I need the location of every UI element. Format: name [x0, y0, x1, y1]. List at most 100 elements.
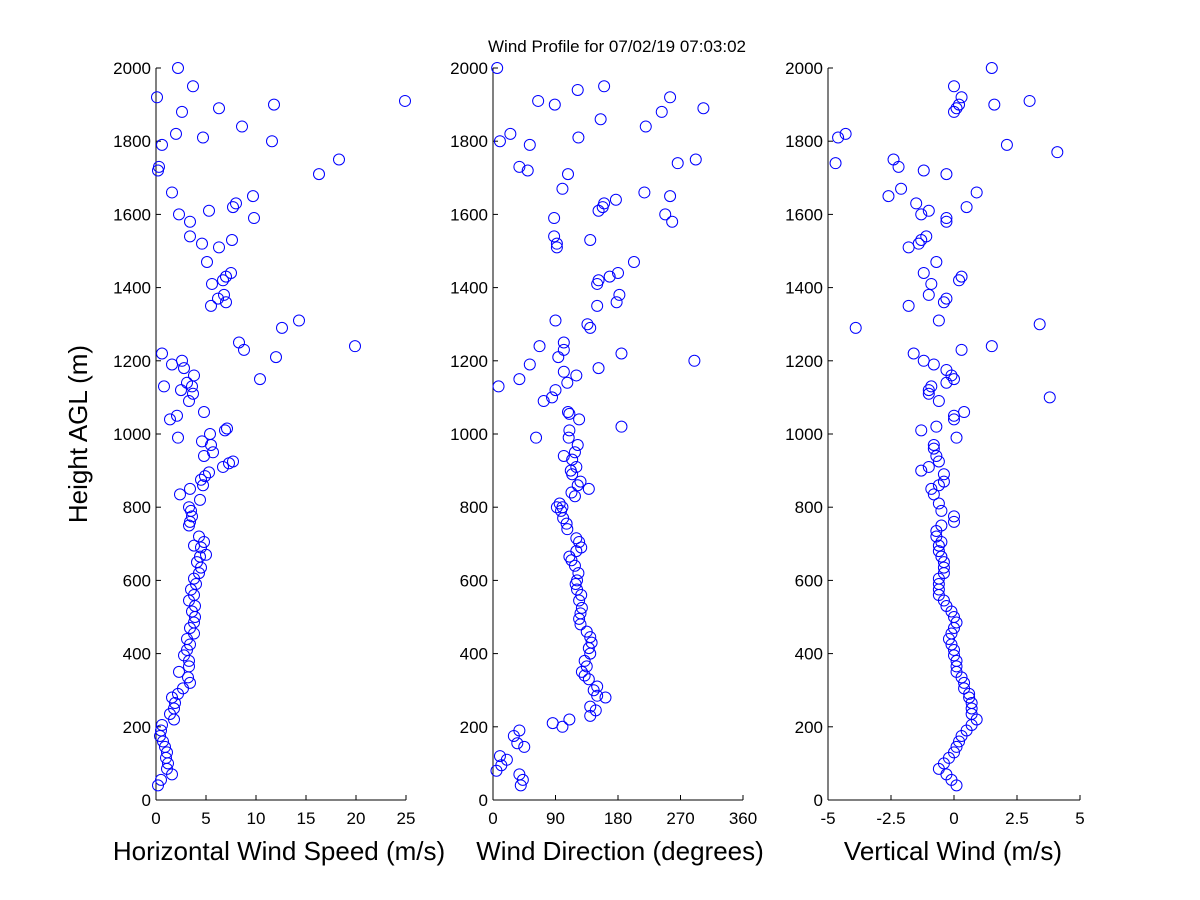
- data-point: [156, 347, 168, 360]
- data-point: [153, 160, 165, 173]
- data-point: [183, 501, 195, 514]
- x-tick-label: 0: [488, 809, 497, 828]
- data-point: [173, 208, 185, 221]
- data-point: [266, 135, 278, 148]
- data-point: [513, 768, 526, 781]
- data-point: [958, 676, 971, 689]
- data-point: [659, 208, 672, 221]
- data-point: [927, 488, 940, 501]
- data-point: [575, 541, 588, 554]
- data-point: [201, 255, 213, 268]
- data-point: [571, 583, 584, 596]
- data-point: [159, 740, 171, 753]
- data-point: [183, 395, 195, 408]
- data-point: [937, 561, 950, 574]
- data-point: [932, 539, 945, 552]
- data-point: [187, 387, 199, 400]
- data-point: [212, 292, 224, 305]
- data-point: [587, 684, 600, 697]
- data-point: [932, 545, 945, 558]
- data-point: [942, 632, 955, 645]
- y-tick-label: 600: [460, 571, 488, 590]
- x-axis-label: Horizontal Wind Speed (m/s): [113, 836, 445, 866]
- data-point: [581, 318, 594, 331]
- y-tick-label: 1800: [450, 132, 488, 151]
- y-tick-label: 1600: [450, 205, 488, 224]
- data-point: [591, 299, 604, 312]
- data-point: [948, 643, 960, 656]
- data-point: [940, 215, 953, 228]
- data-point: [927, 438, 940, 451]
- data-point: [671, 157, 684, 170]
- data-point: [230, 197, 242, 210]
- data-point: [186, 605, 198, 618]
- data-point: [217, 274, 229, 287]
- x-tick-label: -5: [820, 809, 835, 828]
- x-tick-label: 25: [397, 809, 416, 828]
- data-point: [549, 384, 562, 397]
- data-point: [935, 519, 948, 532]
- y-tick-label: 1400: [113, 279, 151, 298]
- data-point: [254, 373, 266, 386]
- y-tick-label: 0: [814, 791, 823, 810]
- data-point: [186, 510, 198, 523]
- data-point: [902, 299, 915, 312]
- data-point: [173, 665, 185, 678]
- y-tick-label: 1400: [450, 279, 488, 298]
- y-tick-label: 1200: [785, 352, 823, 371]
- y-tick-label: 1000: [450, 425, 488, 444]
- data-point: [927, 442, 940, 455]
- data-point: [197, 479, 209, 492]
- y-tick-label: 600: [123, 571, 151, 590]
- data-point: [270, 351, 282, 364]
- data-point: [612, 266, 624, 279]
- data-point: [935, 504, 948, 517]
- data-points: [829, 62, 1064, 792]
- data-point: [1043, 391, 1056, 404]
- data-point: [492, 380, 505, 393]
- data-point: [922, 204, 935, 217]
- data-point: [882, 190, 895, 203]
- data-point: [970, 186, 983, 199]
- data-point: [1000, 138, 1013, 151]
- data-point: [615, 347, 628, 360]
- data-point: [932, 395, 945, 408]
- data-point: [950, 102, 963, 115]
- data-point: [187, 80, 199, 93]
- data-point: [196, 237, 208, 250]
- data-point: [940, 363, 953, 376]
- data-point: [549, 314, 562, 327]
- data-point: [537, 395, 550, 408]
- figure-title: Wind Profile for 07/02/19 07:03:02: [488, 37, 746, 56]
- data-point: [194, 493, 206, 506]
- data-point: [557, 336, 570, 349]
- data-point: [562, 168, 574, 181]
- data-point: [963, 691, 976, 704]
- data-point: [556, 501, 569, 514]
- data-point: [221, 422, 233, 435]
- data-point: [1051, 146, 1064, 159]
- data-point: [930, 420, 943, 433]
- data-point: [950, 616, 963, 629]
- data-point: [550, 501, 563, 514]
- data-point: [615, 420, 628, 433]
- x-tick-label: -2.5: [876, 809, 905, 828]
- data-point: [580, 660, 593, 673]
- data-point: [937, 296, 950, 309]
- data-point: [937, 556, 950, 569]
- y-tick-label: 200: [460, 718, 488, 737]
- data-point: [664, 190, 677, 203]
- panel-3: 0 200 400 600 800 1000 1200 1400 1600 1800 2000 -5 -…: [785, 59, 1085, 866]
- data-point: [937, 468, 950, 481]
- x-axis-label: Vertical Wind (m/s): [844, 836, 1062, 866]
- data-point: [930, 255, 943, 268]
- data-point: [550, 237, 563, 250]
- data-point: [988, 98, 1001, 111]
- data-point: [584, 234, 597, 247]
- data-point: [550, 241, 563, 254]
- data-point: [610, 296, 623, 309]
- x-tick-label: 5: [1075, 809, 1084, 828]
- data-point: [562, 431, 575, 444]
- data-point: [955, 270, 968, 283]
- data-point: [184, 230, 196, 243]
